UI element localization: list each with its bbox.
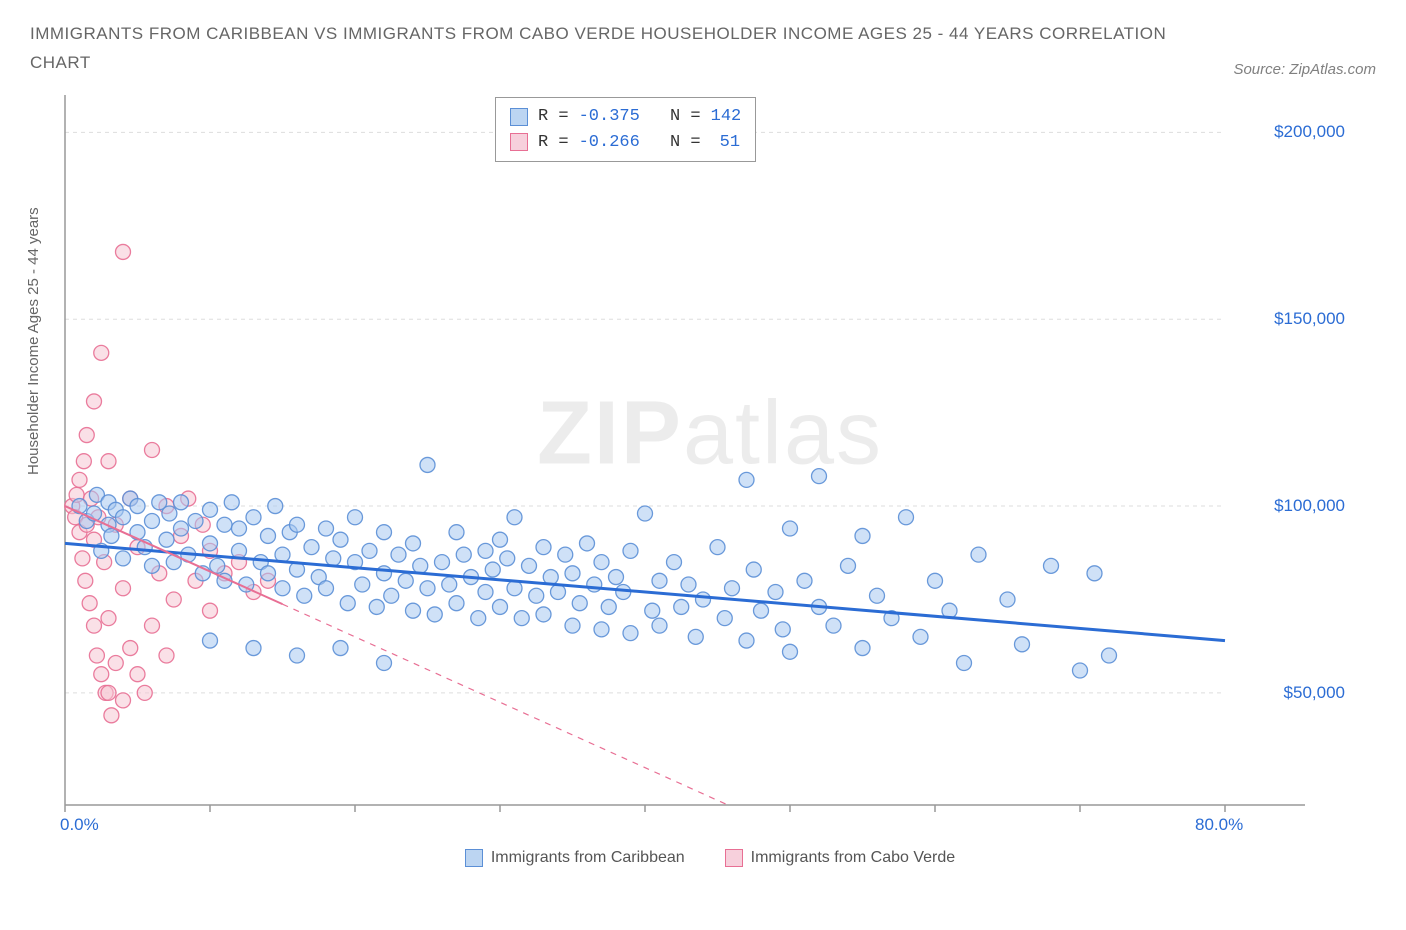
x-tick-label: 0.0%: [60, 815, 99, 835]
stat-label-r: R =: [538, 104, 569, 130]
chart-source: Source: ZipAtlas.com: [1233, 61, 1376, 78]
stat-label-n: N =: [670, 104, 701, 130]
y-axis-label: Householder Income Ages 25 - 44 years: [25, 207, 42, 475]
x-tick-label: 80.0%: [1195, 815, 1243, 835]
legend-item-0: Immigrants from Caribbean: [465, 849, 685, 867]
stat-r-1: -0.266: [579, 130, 640, 156]
legend-swatch-0: [510, 108, 528, 126]
series-legend: Immigrants from Caribbean Immigrants fro…: [55, 849, 1365, 867]
stats-row-1: R = -0.266 N = 51: [510, 130, 741, 156]
legend-label-0: Immigrants from Caribbean: [491, 849, 685, 867]
chart-area: Householder Income Ages 25 - 44 years ZI…: [55, 95, 1365, 865]
y-tick-label: $150,000: [1274, 309, 1345, 329]
legend-swatch-1: [510, 133, 528, 151]
legend-label-1: Immigrants from Cabo Verde: [751, 849, 956, 867]
stat-r-0: -0.375: [579, 104, 640, 130]
stats-row-0: R = -0.375 N = 142: [510, 104, 741, 130]
y-tick-label: $100,000: [1274, 496, 1345, 516]
legend-swatch-icon: [725, 849, 743, 867]
stat-n-0: 142: [711, 104, 742, 130]
legend-item-1: Immigrants from Cabo Verde: [725, 849, 956, 867]
stats-legend: R = -0.375 N = 142 R = -0.266 N = 51: [495, 97, 756, 162]
chart-title: IMMIGRANTS FROM CARIBBEAN VS IMMIGRANTS …: [30, 20, 1180, 78]
stat-label-n: N =: [670, 130, 701, 156]
scatter-plot: [55, 95, 1365, 865]
y-tick-label: $50,000: [1284, 683, 1345, 703]
chart-header: IMMIGRANTS FROM CARIBBEAN VS IMMIGRANTS …: [0, 0, 1406, 88]
stat-label-r: R =: [538, 130, 569, 156]
y-tick-label: $200,000: [1274, 122, 1345, 142]
stat-n-1: 51: [711, 130, 740, 156]
legend-swatch-icon: [465, 849, 483, 867]
